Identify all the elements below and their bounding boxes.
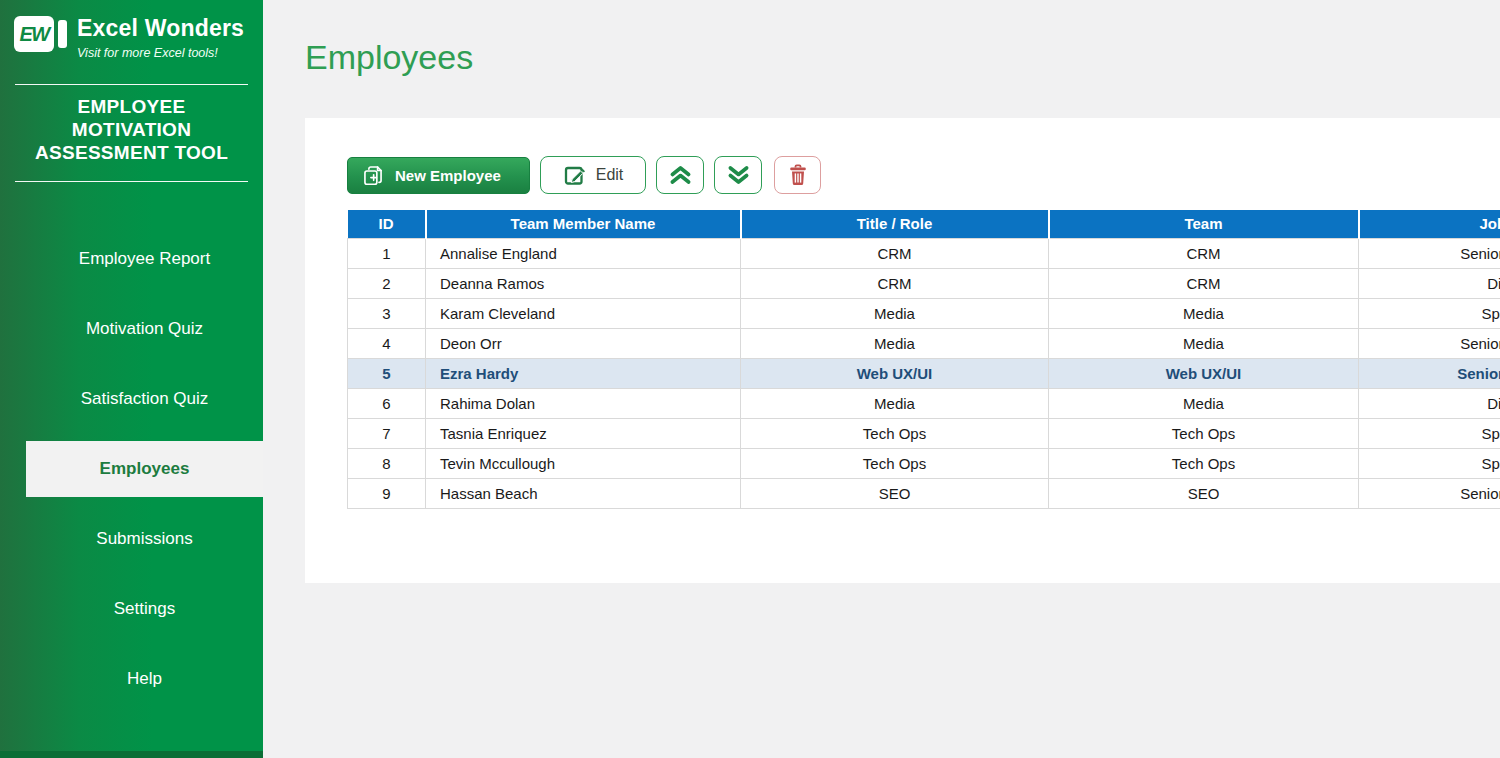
logo-card: EW: [14, 16, 54, 52]
cell-name: Deon Orr: [426, 328, 741, 358]
table-row[interactable]: 4Deon OrrMediaMediaSenior Manager: [348, 328, 1500, 358]
cell-team: Web UX/UI: [1049, 358, 1359, 388]
table-body: 1Annalise EnglandCRMCRMSenior Manager2De…: [348, 238, 1500, 508]
column-header-team-member-name: Team Member Name: [426, 210, 741, 238]
employees-table: IDTeam Member NameTitle / RoleTeamJob Le…: [347, 210, 1500, 509]
brand-tagline: Visit for more Excel tools!: [77, 46, 244, 60]
cell-level: Senior Manager: [1359, 238, 1500, 268]
cell-id: 4: [348, 328, 426, 358]
cell-name: Hassan Beach: [426, 478, 741, 508]
cell-team: Media: [1049, 388, 1359, 418]
cell-team: CRM: [1049, 238, 1359, 268]
excel-wonders-logo-icon: EW: [14, 13, 70, 57]
column-header-job-level: Job Level: [1359, 210, 1500, 238]
table-row[interactable]: 3Karam ClevelandMediaMediaSpecialist: [348, 298, 1500, 328]
cell-level: Specialist: [1359, 298, 1500, 328]
logo-initials: EW: [19, 23, 48, 46]
cell-id: 5: [348, 358, 426, 388]
brand-logo: EW Excel Wonders Visit for more Excel to…: [0, 0, 263, 60]
cell-team: Media: [1049, 298, 1359, 328]
cell-level: Senior Manager: [1359, 478, 1500, 508]
sidebar-item-motivation-quiz[interactable]: Motivation Quiz: [26, 294, 263, 364]
cell-level: Senior Manager: [1359, 328, 1500, 358]
cell-team: SEO: [1049, 478, 1359, 508]
cell-team: CRM: [1049, 268, 1359, 298]
table-row[interactable]: 5Ezra HardyWeb UX/UIWeb UX/UISenior Mana…: [348, 358, 1500, 388]
cell-role: Media: [741, 328, 1049, 358]
cell-level: Specialist: [1359, 448, 1500, 478]
sidebar-item-employee-report[interactable]: Employee Report: [26, 224, 263, 294]
cell-level: Senior Manager: [1359, 358, 1500, 388]
sidebar: EW Excel Wonders Visit for more Excel to…: [0, 0, 263, 758]
cell-level: Specialist: [1359, 418, 1500, 448]
cell-name: Deanna Ramos: [426, 268, 741, 298]
table-row[interactable]: 6Rahima DolanMediaMediaDirector: [348, 388, 1500, 418]
logo-bar: [58, 20, 67, 48]
cell-id: 2: [348, 268, 426, 298]
cell-role: SEO: [741, 478, 1049, 508]
new-employee-label: New Employee: [395, 167, 501, 184]
cell-role: Tech Ops: [741, 418, 1049, 448]
table-row[interactable]: 1Annalise EnglandCRMCRMSenior Manager: [348, 238, 1500, 268]
table-row[interactable]: 8Tevin McculloughTech OpsTech OpsSpecial…: [348, 448, 1500, 478]
cell-id: 7: [348, 418, 426, 448]
sidebar-item-submissions[interactable]: Submissions: [26, 504, 263, 574]
cell-role: Web UX/UI: [741, 358, 1049, 388]
brand-name: Excel Wonders: [77, 15, 244, 41]
edit-label: Edit: [596, 166, 624, 184]
column-header-title-role: Title / Role: [741, 210, 1049, 238]
cell-team: Tech Ops: [1049, 418, 1359, 448]
edit-button[interactable]: Edit: [540, 156, 646, 194]
new-employee-button[interactable]: New Employee: [347, 157, 530, 194]
cell-name: Ezra Hardy: [426, 358, 741, 388]
employees-card: New Employee Edit: [305, 118, 1500, 583]
column-header-team: Team: [1049, 210, 1359, 238]
edit-pencil-icon: [563, 163, 587, 187]
sidebar-item-satisfaction-quiz[interactable]: Satisfaction Quiz: [26, 364, 263, 434]
sidebar-item-help[interactable]: Help: [26, 644, 263, 714]
cell-name: Tasnia Enriquez: [426, 418, 741, 448]
table-header-row: IDTeam Member NameTitle / RoleTeamJob Le…: [348, 210, 1500, 238]
table-row[interactable]: 7Tasnia EnriquezTech OpsTech OpsSpeciali…: [348, 418, 1500, 448]
cell-id: 6: [348, 388, 426, 418]
cell-level: Director: [1359, 268, 1500, 298]
main-content: Employees New Employee: [263, 0, 1500, 758]
toolbar: New Employee Edit: [347, 156, 821, 194]
delete-button[interactable]: [774, 156, 821, 194]
cell-role: CRM: [741, 238, 1049, 268]
add-document-icon: [362, 165, 384, 187]
app-title: EMPLOYEE MOTIVATION ASSESSMENT TOOL: [0, 85, 263, 173]
cell-role: Media: [741, 298, 1049, 328]
cell-role: CRM: [741, 268, 1049, 298]
sidebar-bottom-strip: [0, 751, 263, 758]
table-row[interactable]: 2Deanna RamosCRMCRMDirector: [348, 268, 1500, 298]
cell-role: Media: [741, 388, 1049, 418]
cell-name: Annalise England: [426, 238, 741, 268]
sidebar-nav: Employee ReportMotivation QuizSatisfacti…: [26, 182, 263, 714]
cell-name: Rahima Dolan: [426, 388, 741, 418]
sidebar-item-settings[interactable]: Settings: [26, 574, 263, 644]
cell-team: Media: [1049, 328, 1359, 358]
cell-level: Director: [1359, 388, 1500, 418]
cell-id: 1: [348, 238, 426, 268]
cell-name: Karam Cleveland: [426, 298, 741, 328]
table-row[interactable]: 9Hassan BeachSEOSEOSenior Manager: [348, 478, 1500, 508]
cell-id: 8: [348, 448, 426, 478]
cell-name: Tevin Mccullough: [426, 448, 741, 478]
column-header-id: ID: [348, 210, 426, 238]
move-down-button[interactable]: [714, 156, 762, 194]
move-up-button[interactable]: [656, 156, 704, 194]
sidebar-item-employees[interactable]: Employees: [26, 441, 263, 497]
trash-icon: [786, 163, 810, 187]
double-chevron-up-icon: [667, 162, 694, 188]
page-title: Employees: [305, 38, 473, 77]
cell-id: 3: [348, 298, 426, 328]
cell-team: Tech Ops: [1049, 448, 1359, 478]
cell-id: 9: [348, 478, 426, 508]
cell-role: Tech Ops: [741, 448, 1049, 478]
double-chevron-down-icon: [725, 162, 752, 188]
